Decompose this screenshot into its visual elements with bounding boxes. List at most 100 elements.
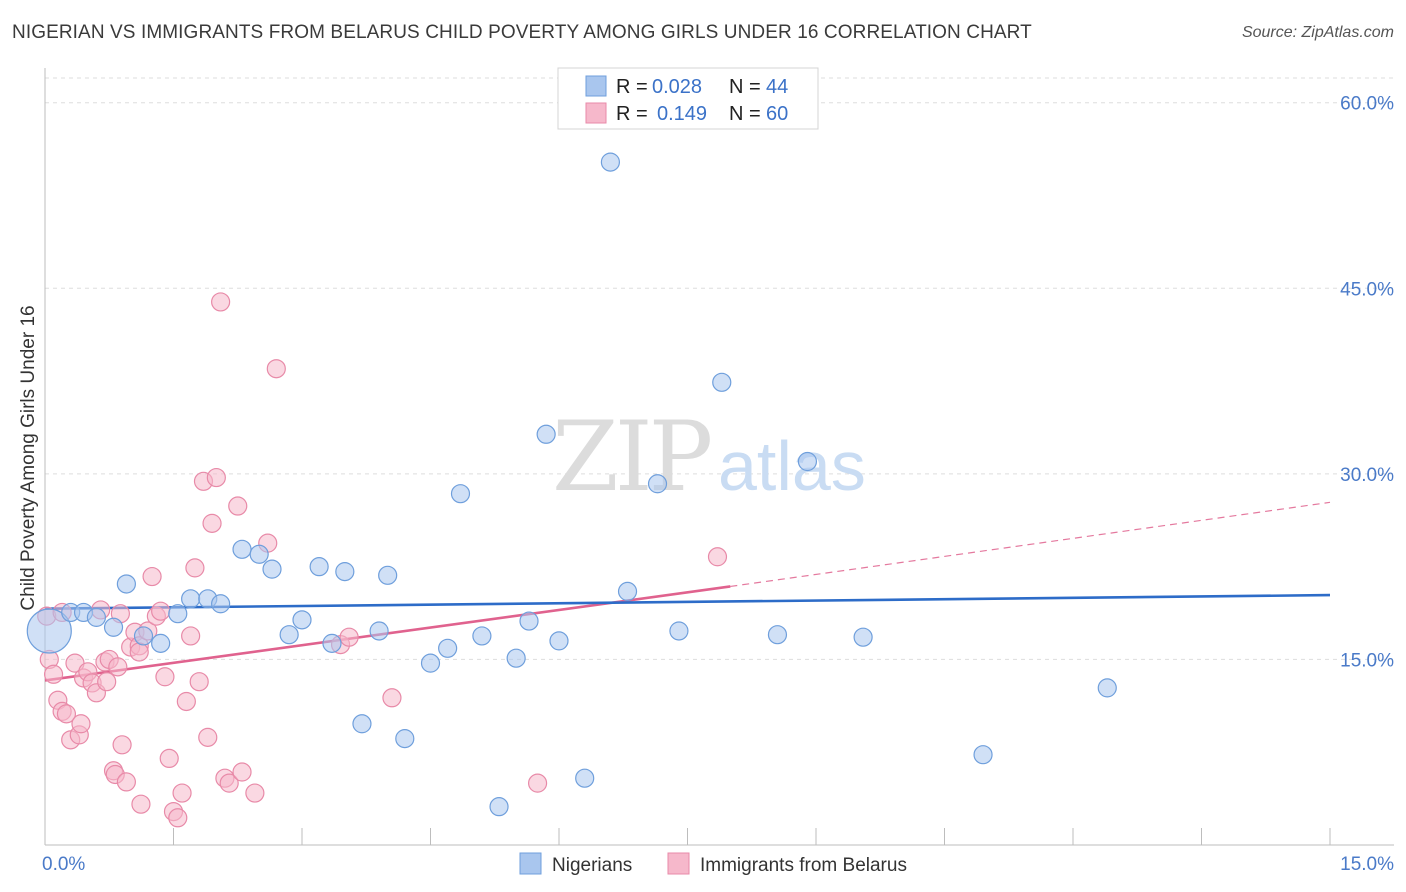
watermark-zip: ZIP [552, 401, 711, 513]
belarus-point [172, 783, 192, 803]
nigerians-point [549, 631, 569, 651]
belarus-point [168, 808, 188, 828]
top-legend: R = 0.028 N = 44 R = 0.149 N = 60 [557, 67, 819, 130]
nigerians-point [249, 544, 269, 564]
belarus-trend-line [44, 501, 1331, 682]
legend-n-value-belarus: 60 [766, 103, 788, 125]
nigerians-point [168, 604, 188, 624]
belarus-point [142, 566, 162, 587]
legend-r-value-belarus: 0.149 [657, 103, 707, 125]
nigerians-point [322, 633, 342, 653]
bottom-legend-label-belarus: Immigrants from Belarus [700, 855, 907, 876]
belarus-point [198, 727, 218, 747]
y-tick-label: 60.0% [1340, 94, 1394, 115]
bottom-legend-swatch-belarus [667, 852, 690, 875]
nigerians-point [292, 610, 312, 630]
belarus-point [211, 292, 231, 312]
nigerians-point [181, 589, 201, 609]
nigerians-point [395, 729, 415, 749]
y-tick-label: 30.0% [1340, 465, 1394, 486]
belarus-point [155, 667, 175, 687]
belarus-point [339, 627, 359, 647]
nigerians-point [86, 607, 107, 627]
nigerians-point [600, 152, 621, 172]
belarus-point [159, 748, 179, 769]
belarus-point [97, 672, 117, 692]
nigerians-point [472, 626, 492, 646]
nigerians-point [647, 474, 668, 494]
nigerians-point [335, 562, 355, 582]
nigerians-point [489, 797, 509, 817]
nigerians-points [26, 152, 1117, 817]
nigerians-point [506, 648, 526, 668]
belarus-point [181, 626, 201, 646]
belarus-point [245, 783, 265, 803]
nigerians-point [369, 621, 389, 641]
nigerians-point [450, 484, 471, 504]
belarus-point [228, 496, 248, 516]
nigerians-point [617, 581, 638, 601]
belarus-point [206, 467, 226, 488]
nigerians-point [133, 626, 154, 646]
nigerians-point [575, 768, 595, 788]
watermark-atlas: atlas [718, 427, 866, 505]
axes [44, 68, 1394, 846]
belarus-point [232, 762, 252, 782]
belarus-point [131, 794, 151, 814]
belarus-point [112, 735, 132, 755]
nigerians-point [1097, 678, 1117, 698]
bottom-legend-label-nigerians: Nigerians [552, 855, 632, 876]
belarus-points [37, 292, 728, 828]
belarus-trend-dashed [730, 501, 1331, 588]
belarus-point [108, 657, 128, 677]
nigerians-trend-solid [44, 593, 1331, 611]
nigerians-point [797, 451, 818, 472]
legend-r-label-belarus: R = [616, 103, 648, 125]
belarus-point [185, 558, 205, 578]
chart-title: NIGERIAN VS IMMIGRANTS FROM BELARUS CHIL… [12, 22, 1032, 43]
legend-n-label-belarus: N = [729, 103, 761, 125]
belarus-point [116, 772, 136, 792]
belarus-point [189, 672, 209, 692]
legend-swatch-nigerians [585, 75, 607, 97]
x-tick-label-max: 15.0% [1340, 854, 1394, 875]
x-tick-label-min: 0.0% [42, 854, 85, 875]
bottom-legend-swatch-nigerians [519, 852, 542, 875]
nigerians-point [26, 608, 72, 654]
nigerians-point [973, 745, 993, 765]
belarus-point [71, 714, 91, 734]
nigerians-point [116, 574, 136, 594]
nigerians-point [378, 565, 398, 585]
nigerians-point [279, 625, 299, 645]
y-axis-title: Child Poverty Among Girls Under 16 [18, 305, 39, 610]
nigerians-point [232, 539, 252, 559]
nigerians-point [262, 559, 282, 579]
nigerians-point [352, 714, 372, 734]
y-tick-labels: 15.0% 30.0% 45.0% 60.0% [1340, 94, 1394, 672]
nigerians-point [438, 638, 458, 658]
belarus-point [266, 359, 286, 379]
belarus-point [43, 664, 64, 684]
y-tick-label: 15.0% [1340, 650, 1394, 671]
belarus-point [129, 642, 149, 662]
belarus-point [707, 547, 728, 567]
bottom-legend: Nigerians Immigrants from Belarus [519, 852, 907, 876]
nigerians-point [103, 617, 124, 637]
legend-swatch-belarus [585, 102, 607, 124]
belarus-point [219, 773, 239, 793]
belarus-point [176, 691, 196, 712]
nigerians-point [309, 557, 329, 577]
legend-r-value-nigerians: 0.028 [652, 76, 702, 98]
legend-n-label-nigerians: N = [729, 76, 761, 98]
nigerians-point [536, 424, 556, 444]
belarus-point [202, 513, 222, 533]
nigerians-point [712, 372, 732, 392]
nigerians-point [669, 621, 689, 641]
nigerians-trend-line [44, 593, 1331, 611]
nigerians-point [420, 653, 441, 673]
chart-source: Source: ZipAtlas.com [1241, 24, 1394, 41]
nigerians-point [767, 625, 788, 645]
nigerians-point [151, 633, 171, 653]
belarus-point [527, 773, 548, 793]
